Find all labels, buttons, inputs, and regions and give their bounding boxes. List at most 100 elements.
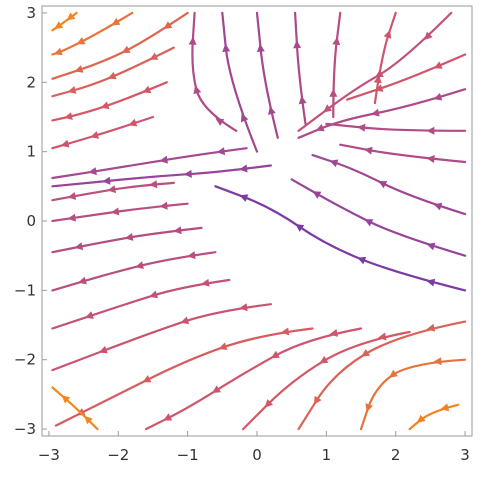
streamline-arrowhead bbox=[426, 126, 435, 135]
streamline-arrowhead bbox=[149, 180, 158, 189]
streamline-arrowhead bbox=[239, 164, 248, 173]
streamline-arrowhead bbox=[163, 413, 173, 421]
streamline-arrowhead bbox=[264, 399, 274, 408]
streamline-arrowhead bbox=[67, 192, 77, 200]
streamline-arrowhead bbox=[357, 256, 367, 265]
streamline-arrowhead bbox=[298, 95, 307, 105]
x-axis: −3 −2 −1 0 1 2 3 bbox=[38, 431, 470, 464]
y-tick-label: 3 bbox=[26, 4, 36, 22]
streamline-arrowhead bbox=[426, 323, 436, 332]
streamline-arrowhead bbox=[142, 375, 152, 383]
streamline-arrowhead bbox=[295, 223, 305, 232]
streamline-arrowhead bbox=[180, 316, 190, 325]
streamline-arrowhead bbox=[239, 194, 249, 202]
streamline-arrowhead bbox=[239, 303, 248, 312]
x-tick-label: −3 bbox=[38, 446, 60, 464]
streamline-arrowhead bbox=[88, 167, 97, 176]
streamline-arrowhead bbox=[373, 74, 382, 84]
streamline-arrowhead bbox=[54, 21, 64, 29]
streamline bbox=[214, 185, 467, 292]
streamline bbox=[51, 303, 272, 372]
streamline-arrowhead bbox=[315, 123, 325, 132]
plot-frame bbox=[41, 5, 473, 437]
streamline-arrowhead bbox=[374, 69, 384, 78]
streamline bbox=[51, 278, 231, 330]
streamline-arrowhead bbox=[159, 201, 168, 210]
streamline bbox=[339, 143, 467, 164]
streamline-arrowhead bbox=[319, 355, 329, 364]
y-tick-label: −3 bbox=[14, 420, 36, 438]
streamline bbox=[51, 147, 248, 180]
streamline-arrowhead bbox=[90, 131, 99, 139]
streamline-arrowhead bbox=[365, 403, 373, 413]
streamline-arrowhead bbox=[67, 213, 76, 222]
x-tick-label: −1 bbox=[177, 446, 199, 464]
streamline-arrowhead bbox=[100, 101, 110, 110]
streamline-arrowhead bbox=[216, 147, 226, 156]
streamline-arrowhead bbox=[329, 329, 338, 337]
streamline bbox=[359, 358, 467, 431]
streamline-arrowhead bbox=[426, 155, 435, 163]
streamline bbox=[325, 122, 467, 132]
streamline-arrowhead bbox=[201, 278, 210, 287]
streamline-arrowhead bbox=[280, 327, 290, 336]
streamline-arrowhead bbox=[433, 61, 443, 69]
streamline bbox=[54, 327, 314, 427]
streamline-arrowhead bbox=[102, 176, 111, 185]
streamline-arrowhead bbox=[159, 155, 168, 164]
streamlines-group bbox=[51, 11, 467, 431]
streamline-arrowhead bbox=[433, 92, 443, 101]
streamline bbox=[346, 53, 467, 101]
streamline-arrowhead bbox=[60, 139, 70, 148]
streamline-arrowhead bbox=[121, 45, 131, 53]
x-tick-label: 3 bbox=[460, 446, 470, 464]
streamline-arrowhead bbox=[329, 159, 339, 168]
x-tick-label: −2 bbox=[107, 446, 129, 464]
streamline bbox=[221, 11, 259, 153]
streamline-arrowhead bbox=[416, 414, 426, 423]
x-tick-label: 0 bbox=[252, 446, 262, 464]
streamline-arrowhead bbox=[364, 219, 374, 227]
streamline bbox=[51, 11, 134, 56]
streamline-arrowhead bbox=[378, 181, 388, 189]
streamline-arrowhead bbox=[361, 349, 370, 357]
x-tick-label: 2 bbox=[391, 446, 401, 464]
streamline-arrowhead bbox=[212, 385, 221, 393]
streamline-arrowhead bbox=[107, 185, 116, 194]
streamline-arrowhead bbox=[433, 202, 443, 211]
streamline-arrowhead bbox=[124, 233, 134, 241]
streamline-arrowhead bbox=[149, 52, 159, 60]
y-axis: −3 −2 −1 0 1 2 3 bbox=[14, 4, 47, 438]
streamline bbox=[408, 403, 460, 431]
streamline-arrowhead bbox=[74, 65, 84, 73]
y-tick-label: −2 bbox=[14, 351, 36, 369]
streamline-arrowhead bbox=[371, 108, 380, 117]
streamline-arrowhead bbox=[312, 191, 322, 199]
streamline-arrowhead bbox=[84, 415, 93, 425]
x-tick-label: 1 bbox=[322, 446, 332, 464]
streamline bbox=[290, 178, 467, 257]
streamline-arrowhead bbox=[426, 242, 436, 251]
streamline-arrowhead bbox=[424, 31, 433, 40]
streamline-arrowhead bbox=[135, 261, 144, 269]
streamline-arrowhead bbox=[53, 47, 63, 56]
streamline-arrowhead bbox=[193, 85, 202, 95]
streamline-arrowhead bbox=[440, 403, 450, 412]
streamline-arrowhead bbox=[268, 106, 276, 115]
streamline-arrowhead bbox=[85, 311, 94, 319]
streamline-arrowhead bbox=[107, 71, 117, 80]
streamline-arrowhead bbox=[64, 112, 73, 120]
streamline-arrowhead bbox=[218, 342, 228, 350]
streamline-arrowhead bbox=[78, 276, 87, 285]
streamline bbox=[51, 251, 217, 292]
streamline-arrowhead bbox=[149, 290, 158, 299]
streamline-arrowhead bbox=[183, 169, 192, 178]
streamline-arrowhead bbox=[128, 118, 138, 127]
y-tick-label: −1 bbox=[14, 281, 36, 299]
streamline-arrowhead bbox=[142, 85, 152, 94]
streamline-arrowhead bbox=[215, 118, 225, 126]
streamline-arrowhead bbox=[76, 37, 86, 45]
streamline-arrowhead bbox=[74, 242, 84, 251]
streamline-arrowhead bbox=[329, 88, 338, 97]
